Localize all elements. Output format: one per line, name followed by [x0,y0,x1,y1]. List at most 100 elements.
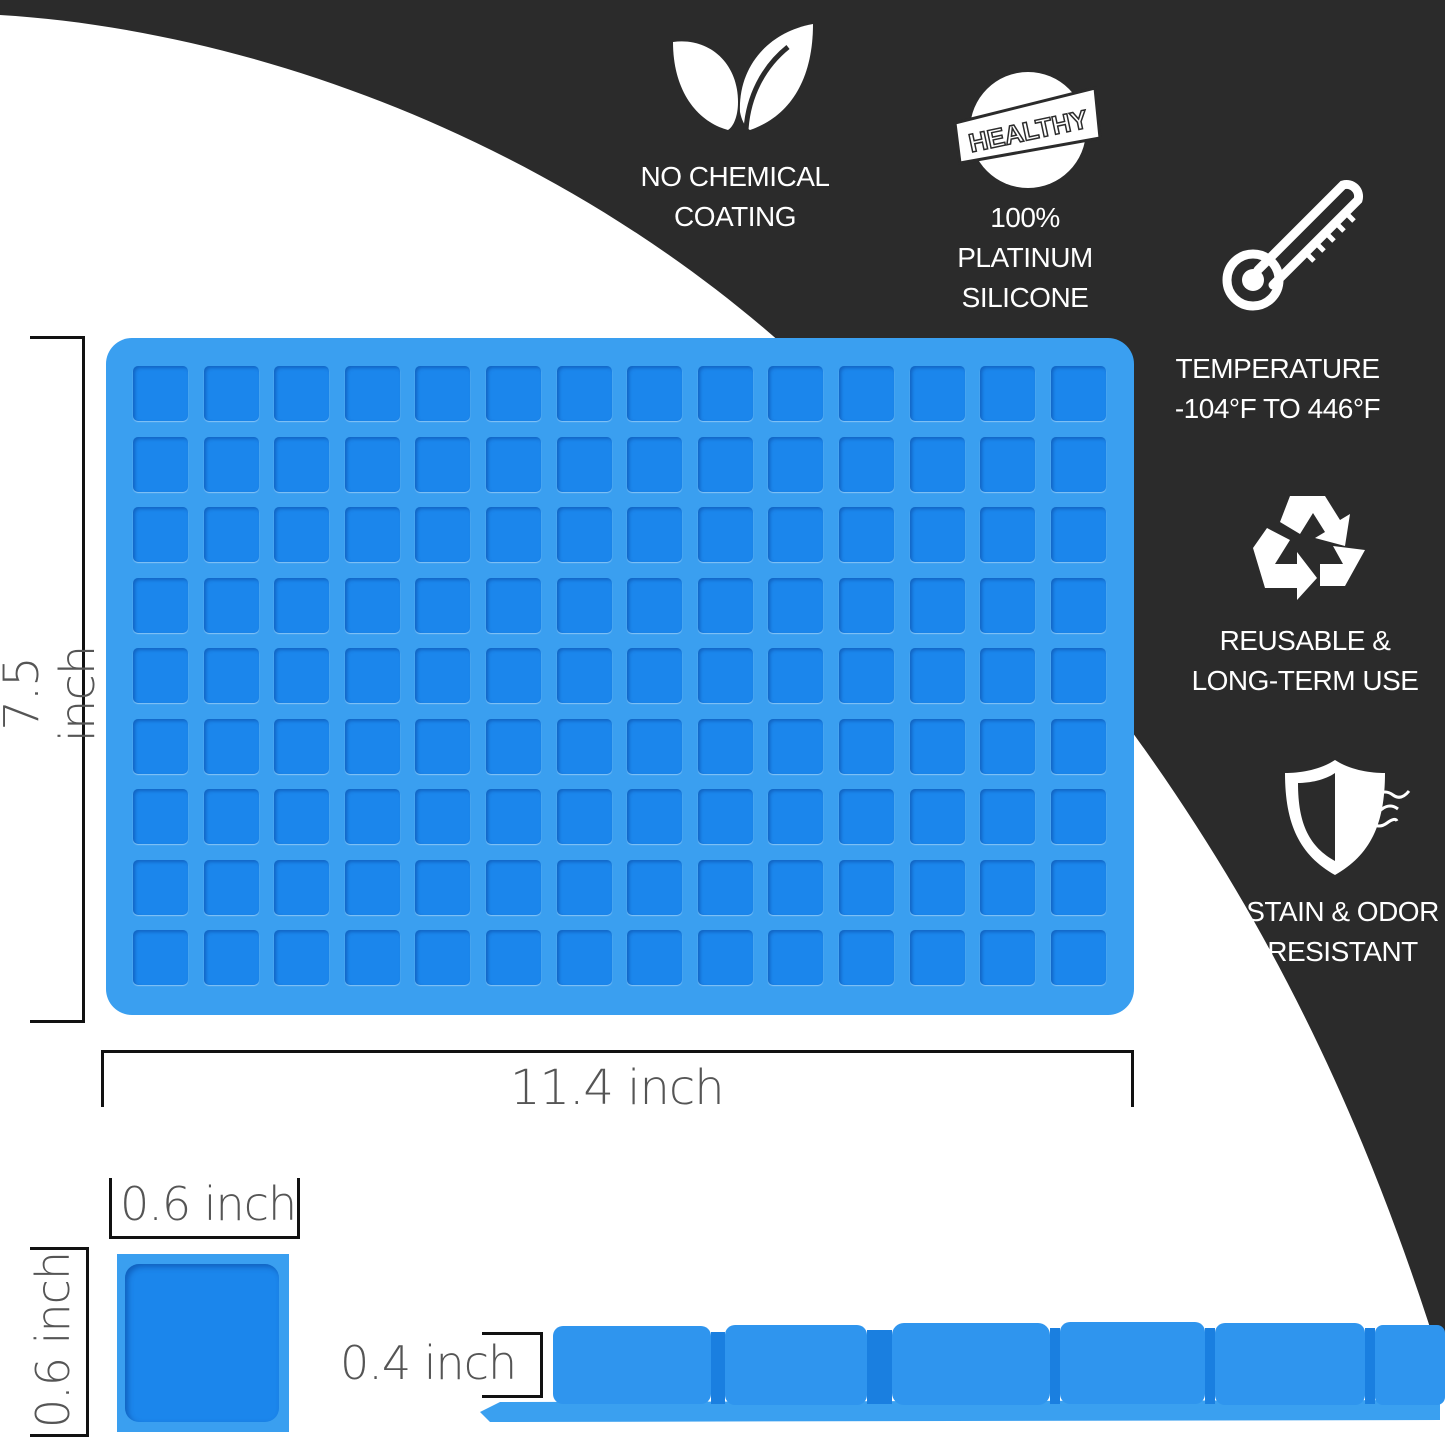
mold-cavity [556,436,612,492]
mold-cavity [1050,789,1106,844]
mold-cavity [415,436,471,492]
mold-cavity [768,859,824,915]
mold-cavity [768,648,824,703]
mold-cavity [980,577,1036,633]
mold-cavity [627,789,683,844]
mold-cavity [768,436,824,492]
shield-icon [1285,760,1411,875]
mold-cavity [627,436,683,492]
mold-cavity [627,507,683,562]
mold-cavity [627,859,683,915]
mold-cavity [415,789,471,844]
mold-cavity [909,507,965,562]
single-cell-closeup [117,1254,289,1432]
feature-text: TEMPERATURE [1175,353,1381,384]
mold-cavity [909,859,965,915]
mold-cavity [980,366,1036,421]
mold-cavity [1050,436,1106,492]
mold-cavity [344,436,400,492]
mold-cavity [980,507,1036,562]
mold-cavity [1050,859,1106,915]
mold-cavity [344,859,400,915]
mold-cavity [909,930,965,985]
mold-cavity [133,789,188,844]
feature-text: PLATINUM [957,242,1093,273]
feature-text: 100% [990,202,1060,233]
mold-cavity [909,436,965,492]
mold-cavity [980,648,1036,703]
mold-cavity [839,789,894,844]
height-label: 7.5 inch [0,645,106,743]
mold-cavity [768,366,824,421]
height-bracket [30,336,85,1023]
mold-cavity [556,507,612,562]
mold-cavity [203,507,259,562]
depth-bracket [482,1332,543,1398]
mold-cavity [980,859,1036,915]
mold-cavity [909,366,965,421]
mold-cavity [839,436,894,492]
mold-cavity [556,930,612,985]
mold-cavity [697,789,753,844]
mold-cavity [627,577,683,633]
mold-cavity [415,930,471,985]
cell-height-label: 0.6 inch [26,1251,80,1429]
mold-cavity [556,718,612,774]
mold-cavity [909,577,965,633]
mold-cavity [274,507,330,562]
mold-cavity [133,366,188,421]
width-label: 11.4 inch [510,1060,725,1116]
mold-cavity [133,436,188,492]
mold-cavity [697,577,753,633]
mold-cavity [274,648,330,703]
mold-cavity [556,648,612,703]
mold-cavity [486,789,541,844]
mold-cavity [486,718,541,774]
mold-cavity [344,366,400,421]
mold-cavity [627,366,683,421]
mold-cavity [980,718,1036,774]
mold-cavity [344,930,400,985]
mold-cavity [768,789,824,844]
mold-cavity [556,577,612,633]
mold-cavity [1050,366,1106,421]
mold-cavity [839,648,894,703]
mold-cavity [203,436,259,492]
mold-cavity [909,648,965,703]
mold-cavity [274,859,330,915]
mold-cavity [203,789,259,844]
mold-cavity [274,789,330,844]
mold-cavity [415,718,471,774]
mold-cavity [133,718,188,774]
mold-cavity [980,930,1036,985]
recycle-icon [1253,496,1365,600]
mold-cavity [133,930,188,985]
feature-text: COATING [674,201,796,232]
mold-cavity [486,366,541,421]
mold-cavity [839,859,894,915]
mold-cavity [1050,507,1106,562]
mold-cavity [768,930,824,985]
mold-cavity [344,577,400,633]
feature-stain-resistant: STAIN & ODOR RESISTANT [1235,892,1445,972]
healthy-badge-icon: HEALTHY [953,72,1102,188]
feature-temperature: TEMPERATURE -104°F TO 446°F [1155,349,1400,429]
mold-cavity [556,789,612,844]
mold-cavity [133,859,188,915]
mold-cavity [486,859,541,915]
cell-width-bracket [109,1178,300,1239]
mold-cavity [203,648,259,703]
mold-cavity [274,718,330,774]
mold-cavity [839,366,894,421]
mold-cavity [627,930,683,985]
mold-cavity [133,577,188,633]
mold-cavity [274,436,330,492]
silicone-mold-tray [106,338,1134,1015]
feature-reusable: REUSABLE & LONG-TERM USE [1185,621,1425,701]
mold-cavity [203,577,259,633]
tray-side-view [480,1322,1445,1422]
mold-cavity [980,436,1036,492]
mold-cavity [697,648,753,703]
mold-cavity [415,648,471,703]
mold-cavity [1050,930,1106,985]
